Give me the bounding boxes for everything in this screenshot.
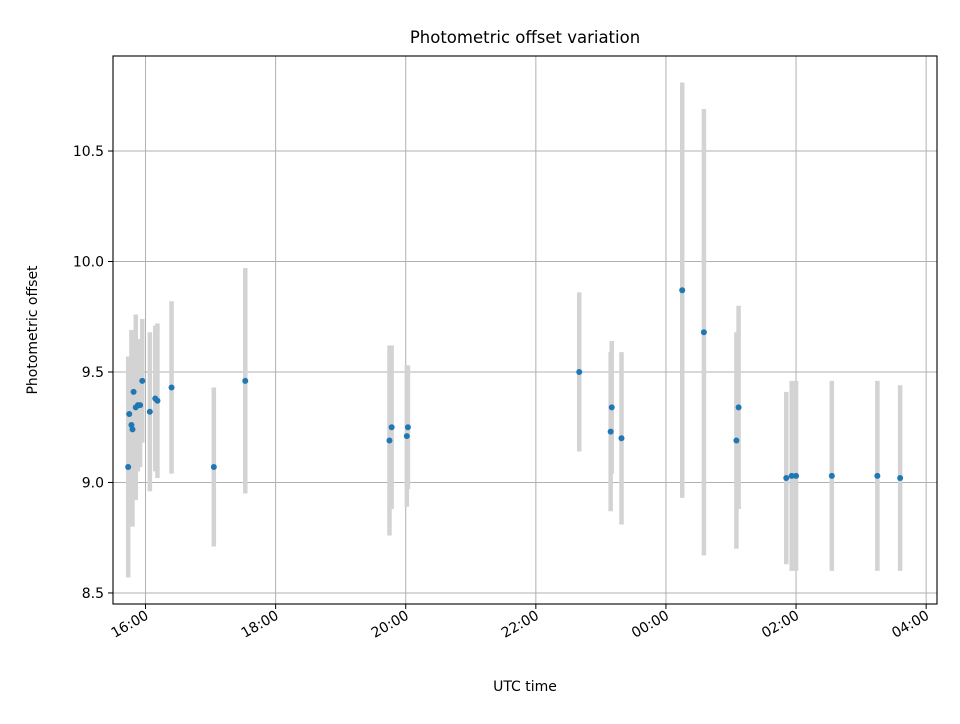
data-point — [735, 404, 742, 411]
data-point — [146, 408, 153, 415]
data-point — [576, 368, 583, 375]
x-axis-label: UTC time — [493, 679, 557, 695]
data-point — [129, 426, 136, 433]
data-point — [242, 377, 249, 384]
y-tick-label: 10.0 — [73, 255, 104, 271]
data-point — [783, 475, 790, 482]
data-point — [388, 424, 395, 431]
data-point — [130, 388, 137, 395]
y-tick-label: 8.5 — [82, 586, 104, 602]
data-point — [618, 435, 625, 442]
plot-frame — [112, 55, 938, 605]
y-tick-label: 10.5 — [73, 144, 104, 160]
data-point — [874, 472, 881, 479]
data-point — [139, 377, 146, 384]
data-point — [733, 437, 740, 444]
data-point — [126, 410, 133, 417]
data-point — [608, 404, 615, 411]
y-tick-label: 9.0 — [82, 475, 104, 491]
data-point — [154, 397, 161, 404]
grid-layer — [113, 56, 937, 604]
data-point — [403, 433, 410, 440]
data-point — [793, 472, 800, 479]
plot-area — [113, 56, 937, 604]
point-layer — [125, 287, 904, 482]
data-point — [168, 384, 175, 391]
data-point — [700, 329, 707, 336]
data-point — [607, 428, 614, 435]
chart-title: Photometric offset variation — [410, 28, 640, 47]
y-axis-label: Photometric offset — [25, 265, 41, 395]
data-point — [788, 472, 795, 479]
data-point — [125, 464, 132, 470]
data-point — [828, 472, 835, 479]
data-point — [210, 464, 217, 470]
data-point — [679, 287, 686, 294]
data-point — [386, 437, 393, 444]
y-tick-label: 9.5 — [82, 365, 104, 381]
data-point — [137, 402, 144, 409]
data-point — [897, 475, 904, 482]
data-point — [404, 424, 411, 431]
y-axis-ticks: 8.5 9.0 9.5 10.0 10.5 — [73, 144, 113, 602]
